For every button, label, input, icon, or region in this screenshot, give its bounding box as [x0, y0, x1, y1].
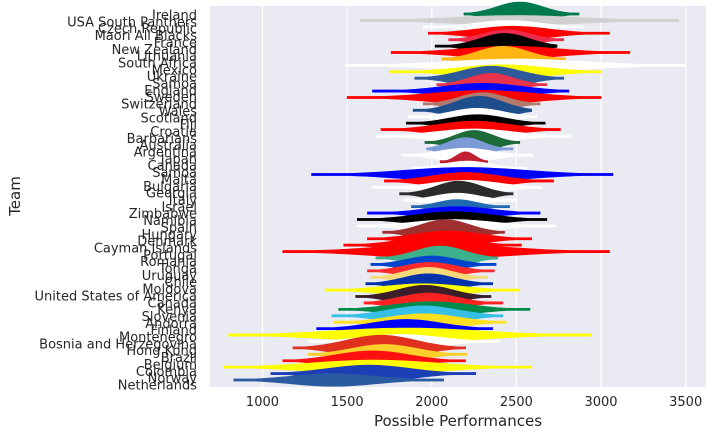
y-tick-label: Samoa [152, 77, 197, 92]
y-tick-label: Belgium [144, 358, 197, 373]
y-tick-label: Denmark [137, 235, 197, 250]
y-tick-label: Andorra [145, 317, 197, 332]
x-tick-label: 1500 [331, 395, 364, 410]
y-tick-label: Tonga [158, 262, 197, 277]
violin-usa-south-panthers [360, 15, 680, 26]
y-tick-label: Colombia [136, 365, 197, 380]
y-tick-label: Kenya [157, 303, 197, 318]
y-tick-label: Bosnia and Herzegovina [39, 337, 197, 352]
y-tick-label: Canada [148, 296, 197, 311]
y-tick-label: Romania [140, 255, 197, 270]
y-tick-label: Zimbabwe [129, 207, 197, 222]
y-tick-label: Wales [159, 104, 198, 119]
y-tick-label: Bulgaria [143, 180, 197, 195]
y-tick-label: Switzerland [121, 98, 197, 113]
y-tick-label: Slovenia [142, 310, 197, 325]
y-tick-label: United States of America [35, 289, 197, 304]
y-tick-label: Malta [161, 173, 197, 188]
y-tick-label: Namibia [143, 214, 197, 229]
y-tick-label: Barbarians [127, 132, 198, 147]
violin-series [223, 1, 686, 387]
y-tick-label: Spain [161, 221, 197, 236]
y-tick-label: England [144, 84, 197, 99]
x-tick-label: 1000 [246, 395, 279, 410]
y-tick-label: New Zealand [112, 43, 197, 58]
y-tick-label: Croatia [150, 125, 197, 140]
y-tick-label: USA South Panthers [67, 15, 197, 30]
y-tick-label: Portugal [143, 248, 197, 263]
y-tick-label: South Africa [118, 56, 197, 71]
x-tick-label: 3500 [669, 395, 702, 410]
x-tick-label: 3000 [584, 395, 617, 410]
y-tick-label: France [154, 36, 197, 51]
y-tick-label: Italy [169, 194, 198, 209]
y-tick-label: Georgia [146, 187, 197, 202]
y-tick-label: Ireland [152, 9, 197, 24]
x-axis-label: Possible Performances [374, 412, 542, 430]
y-tick-label: Maori All Blacks [95, 29, 198, 44]
x-tick-labels: 1000 1500 2000 2500 3000 3500 [246, 395, 702, 410]
y-tick-label: Moldova [142, 283, 197, 298]
y-tick-label: Czech Republic [98, 22, 197, 37]
violin-netherlands [233, 373, 444, 387]
y-tick-label: Canada [148, 159, 197, 174]
y-tick-label: Japan [160, 152, 197, 167]
y-tick-label: Lithuania [137, 50, 197, 65]
y-tick-label: Ukraine [147, 70, 197, 85]
y-tick-label: Hungary [141, 228, 197, 243]
y-tick-label: Sweden [146, 91, 197, 106]
y-tick-label: Australia [139, 139, 197, 154]
y-tick-label: Chile [164, 276, 197, 291]
y-tick-label: Fiji [180, 118, 197, 133]
x-tick-label: 2000 [415, 395, 448, 410]
y-tick-label: Hong Kong [126, 344, 197, 359]
y-tick-label: Brazil [161, 351, 197, 366]
y-axis-label: Team [6, 176, 24, 217]
y-tick-label: Netherlands [118, 379, 197, 394]
y-tick-label: Mexico [152, 63, 197, 78]
y-tick-label: Uruguay [142, 269, 198, 284]
y-tick-label: Argentina [134, 146, 197, 161]
y-tick-label: Scotland [140, 111, 197, 126]
y-tick-label: Samoa [152, 166, 197, 181]
y-tick-label: Israel [161, 200, 197, 215]
y-tick-label: Cayman Islands [94, 241, 197, 256]
y-tick-label: Finland [151, 324, 197, 339]
x-tick-label: 2500 [500, 395, 533, 410]
y-tick-label: Montenegro [119, 331, 197, 346]
y-tick-label: Norway [148, 372, 198, 387]
